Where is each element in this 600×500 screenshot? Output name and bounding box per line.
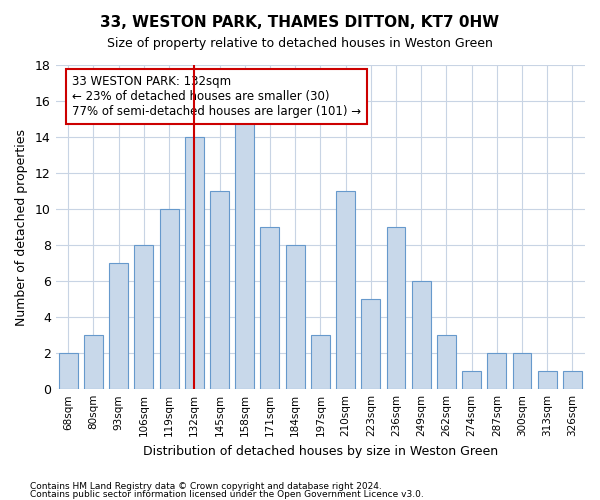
Bar (538, 371, 557, 389)
Bar (210, 191, 229, 389)
Bar (260, 227, 280, 389)
Text: 33, WESTON PARK, THAMES DITTON, KT7 0HW: 33, WESTON PARK, THAMES DITTON, KT7 0HW (100, 15, 500, 30)
Bar (109, 263, 128, 389)
Bar (84, 335, 103, 389)
Bar (412, 281, 431, 389)
X-axis label: Distribution of detached houses by size in Weston Green: Distribution of detached houses by size … (143, 444, 498, 458)
Y-axis label: Number of detached properties: Number of detached properties (15, 128, 28, 326)
Bar (437, 335, 456, 389)
Bar (134, 245, 154, 389)
Bar (59, 353, 78, 389)
Bar (185, 137, 204, 389)
Text: Size of property relative to detached houses in Weston Green: Size of property relative to detached ho… (107, 38, 493, 51)
Bar (462, 371, 481, 389)
Bar (487, 353, 506, 389)
Text: Contains HM Land Registry data © Crown copyright and database right 2024.: Contains HM Land Registry data © Crown c… (30, 482, 382, 491)
Bar (336, 191, 355, 389)
Bar (160, 209, 179, 389)
Bar (311, 335, 330, 389)
Bar (286, 245, 305, 389)
Bar (235, 119, 254, 389)
Text: Contains public sector information licensed under the Open Government Licence v3: Contains public sector information licen… (30, 490, 424, 499)
Bar (512, 353, 532, 389)
Text: 33 WESTON PARK: 132sqm
← 23% of detached houses are smaller (30)
77% of semi-det: 33 WESTON PARK: 132sqm ← 23% of detached… (71, 74, 361, 118)
Bar (563, 371, 582, 389)
Bar (386, 227, 406, 389)
Bar (361, 299, 380, 389)
